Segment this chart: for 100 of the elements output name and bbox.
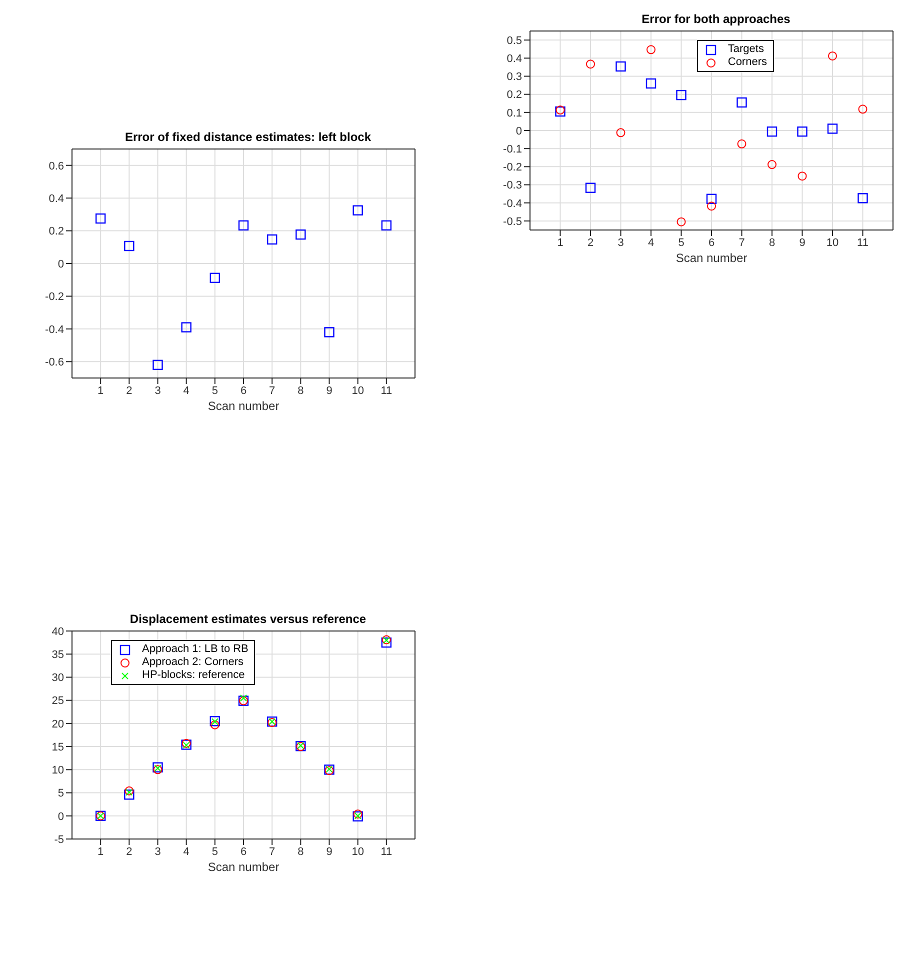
- legend-label: HP-blocks: reference: [142, 669, 245, 682]
- legend-label: Targets: [728, 43, 764, 56]
- point: [124, 790, 134, 800]
- point: [707, 202, 716, 211]
- point: [706, 194, 717, 204]
- point: [352, 205, 363, 216]
- point: [353, 810, 362, 819]
- y-tick-label: -0.4: [45, 324, 64, 336]
- x-tick-label: 10: [352, 384, 364, 397]
- point: [768, 160, 776, 170]
- point: [124, 786, 134, 796]
- x-tick-label: 2: [587, 236, 594, 249]
- y-tick-label: -0.2: [503, 162, 522, 174]
- x-tick-label: 4: [648, 236, 654, 249]
- x-tick-label: 9: [799, 236, 806, 249]
- x-tick-label: 7: [738, 236, 745, 249]
- x-tick-label: 5: [678, 236, 684, 249]
- x-tick-label: 10: [826, 236, 839, 249]
- point: [676, 217, 686, 226]
- y-tick-label: -0.2: [45, 291, 64, 304]
- point: [858, 104, 868, 114]
- y-tick-label: -0.3: [503, 180, 522, 192]
- point: [152, 360, 163, 370]
- x-tick-label: 10: [352, 846, 364, 858]
- chart-title: Error for both approaches: [640, 12, 792, 26]
- point: [153, 765, 162, 774]
- point: [154, 764, 162, 772]
- y-tick-label: 15: [52, 741, 64, 754]
- y-tick-label: 5: [58, 788, 64, 800]
- x-tick-label: 11: [857, 236, 868, 249]
- point: [616, 61, 626, 72]
- y-tick-label: 0.6: [48, 160, 64, 172]
- y-tick-label: 0.2: [48, 226, 64, 238]
- point: [586, 60, 595, 69]
- y-tick-label: 0.1: [506, 107, 522, 120]
- y-tick-label: 20: [52, 718, 64, 730]
- x-tick-label: 2: [126, 846, 132, 858]
- point: [828, 51, 837, 60]
- y-tick-label: -0.5: [503, 216, 522, 228]
- x-tick-label: 8: [768, 236, 776, 249]
- y-tick-label: 0.4: [48, 192, 64, 205]
- point: [797, 126, 808, 137]
- point: [646, 78, 656, 89]
- x-tick-label: 3: [154, 846, 161, 858]
- y-tick-label: 0.2: [506, 89, 522, 102]
- y-tick-label: 0: [58, 258, 64, 270]
- x-tick-label: 5: [212, 384, 218, 397]
- point: [616, 128, 626, 138]
- x-tick-label: 6: [240, 384, 247, 397]
- y-tick-label: 35: [52, 649, 64, 662]
- point: [296, 229, 306, 240]
- y-tick-label: 25: [52, 695, 64, 708]
- y-tick-label: 0.5: [506, 34, 522, 47]
- chart-title: Error of fixed distance estimates: left block: [124, 130, 372, 144]
- x-tick-label: 6: [240, 846, 247, 858]
- chart-title: Displacement estimates versus reference: [128, 612, 368, 626]
- y-tick-label: -0.4: [503, 198, 522, 210]
- point: [737, 139, 746, 148]
- x-tick-label: 3: [618, 236, 624, 249]
- x-tick-label: 6: [708, 236, 715, 249]
- x-tick-label: 11: [380, 846, 392, 858]
- point: [152, 762, 163, 772]
- x-tick-label: 7: [269, 846, 276, 858]
- y-tick-label: 0.3: [506, 71, 522, 84]
- y-tick-label: 40: [52, 626, 64, 638]
- point: [324, 327, 334, 338]
- x-axis-title: Scan number: [676, 251, 748, 265]
- point: [381, 220, 392, 230]
- x-tick-label: 3: [154, 384, 161, 397]
- y-tick-label: 10: [52, 764, 64, 777]
- point: [210, 272, 220, 283]
- point: [858, 193, 868, 204]
- point: [585, 182, 596, 193]
- x-tick-label: 11: [380, 384, 392, 397]
- legend-label: Approach 1: LB to RB: [142, 643, 248, 656]
- x-tick-label: 9: [326, 384, 332, 397]
- point: [266, 234, 278, 245]
- y-tick-label: -0.1: [503, 143, 522, 156]
- x-axis-title: Scan number: [208, 399, 280, 413]
- legend-label: Corners: [728, 56, 767, 69]
- point: [124, 240, 134, 252]
- y-tick-label: 0: [516, 125, 522, 138]
- x-tick-label: 5: [212, 846, 218, 858]
- point: [381, 637, 392, 648]
- y-tick-label: 0.4: [506, 53, 522, 66]
- x-tick-label: 4: [183, 846, 190, 858]
- point: [676, 90, 686, 100]
- point: [238, 220, 249, 230]
- point: [798, 172, 807, 181]
- x-tick-label: 1: [98, 384, 104, 397]
- y-tick-label: -5: [54, 834, 64, 846]
- y-tick-label: 0: [58, 810, 64, 823]
- x-tick-label: 8: [298, 384, 304, 397]
- x-tick-label: 8: [298, 846, 304, 858]
- point: [210, 720, 220, 730]
- x-tick-label: 2: [126, 384, 132, 397]
- x-tick-label: 7: [269, 384, 276, 397]
- point: [126, 788, 133, 796]
- point: [827, 124, 838, 134]
- point: [766, 126, 778, 137]
